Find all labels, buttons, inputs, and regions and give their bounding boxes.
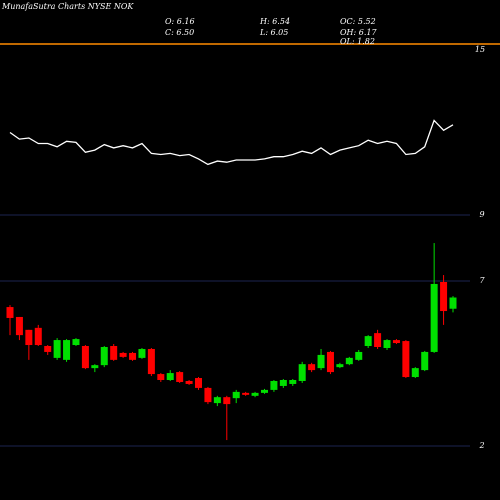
ohlc-label: OC: 5.52 bbox=[340, 17, 376, 26]
candle-body bbox=[185, 380, 193, 384]
candle-body bbox=[308, 364, 316, 371]
candle-body bbox=[147, 348, 155, 375]
y-tick-label: 7 bbox=[479, 276, 485, 285]
candle-body bbox=[392, 340, 400, 344]
line-series bbox=[9, 119, 454, 166]
candle-body bbox=[298, 364, 306, 381]
y-tick-label: 2 bbox=[478, 441, 484, 450]
candle-body bbox=[364, 336, 372, 347]
ohlc-label: C: 6.50 bbox=[165, 28, 194, 37]
candle-body bbox=[44, 346, 52, 352]
ohlc-label: OL: 1.82 bbox=[340, 37, 375, 46]
candle-body bbox=[421, 351, 429, 371]
candle-body bbox=[326, 351, 334, 373]
candle-body bbox=[289, 380, 297, 384]
candle-body bbox=[25, 329, 33, 346]
candle-body bbox=[72, 339, 80, 346]
candle-body bbox=[232, 391, 240, 399]
candle-body bbox=[176, 372, 184, 382]
candle-body bbox=[279, 380, 287, 386]
candle-body bbox=[63, 340, 71, 360]
ohlc-label: H: 6.54 bbox=[259, 17, 290, 26]
candle-body bbox=[251, 392, 259, 396]
candle-body bbox=[129, 352, 137, 360]
candle-body bbox=[374, 333, 382, 347]
chart-title: MunafaSutra Charts NYSE NOK bbox=[1, 2, 134, 11]
candle-body bbox=[383, 340, 391, 348]
candle-body bbox=[15, 316, 23, 336]
candle-body bbox=[242, 392, 250, 395]
candle-body bbox=[430, 283, 438, 352]
candle-body bbox=[345, 357, 353, 365]
candle-body bbox=[336, 364, 344, 368]
candle-body bbox=[166, 373, 174, 380]
candle-body bbox=[355, 351, 363, 360]
candle-body bbox=[317, 354, 325, 369]
candle-body bbox=[81, 346, 89, 369]
candle-body bbox=[138, 348, 146, 358]
candle-body bbox=[402, 341, 410, 378]
y-tick-label: 9 bbox=[479, 210, 484, 219]
ohlc-label: OH: 6.17 bbox=[340, 28, 377, 37]
ohlc-label: L: 6.05 bbox=[259, 28, 288, 37]
candle-body bbox=[411, 368, 419, 378]
candle-body bbox=[270, 380, 278, 390]
candle-body bbox=[195, 378, 203, 388]
candle-body bbox=[53, 340, 61, 358]
candle-body bbox=[119, 352, 127, 357]
ohlc-label: O: 6.16 bbox=[165, 17, 195, 26]
candle-body bbox=[6, 307, 14, 318]
candle-body bbox=[260, 389, 268, 393]
candle-body bbox=[34, 327, 42, 346]
candle-body bbox=[91, 365, 99, 369]
y2-tick-label: 15 bbox=[475, 45, 485, 54]
candle-body bbox=[440, 281, 448, 312]
candle-body bbox=[100, 347, 108, 366]
candle-body bbox=[213, 397, 221, 404]
candle-body bbox=[204, 387, 212, 403]
candle-body bbox=[157, 374, 165, 380]
candle-body bbox=[223, 397, 231, 405]
candle-body bbox=[110, 346, 118, 360]
candle-body bbox=[449, 297, 457, 309]
